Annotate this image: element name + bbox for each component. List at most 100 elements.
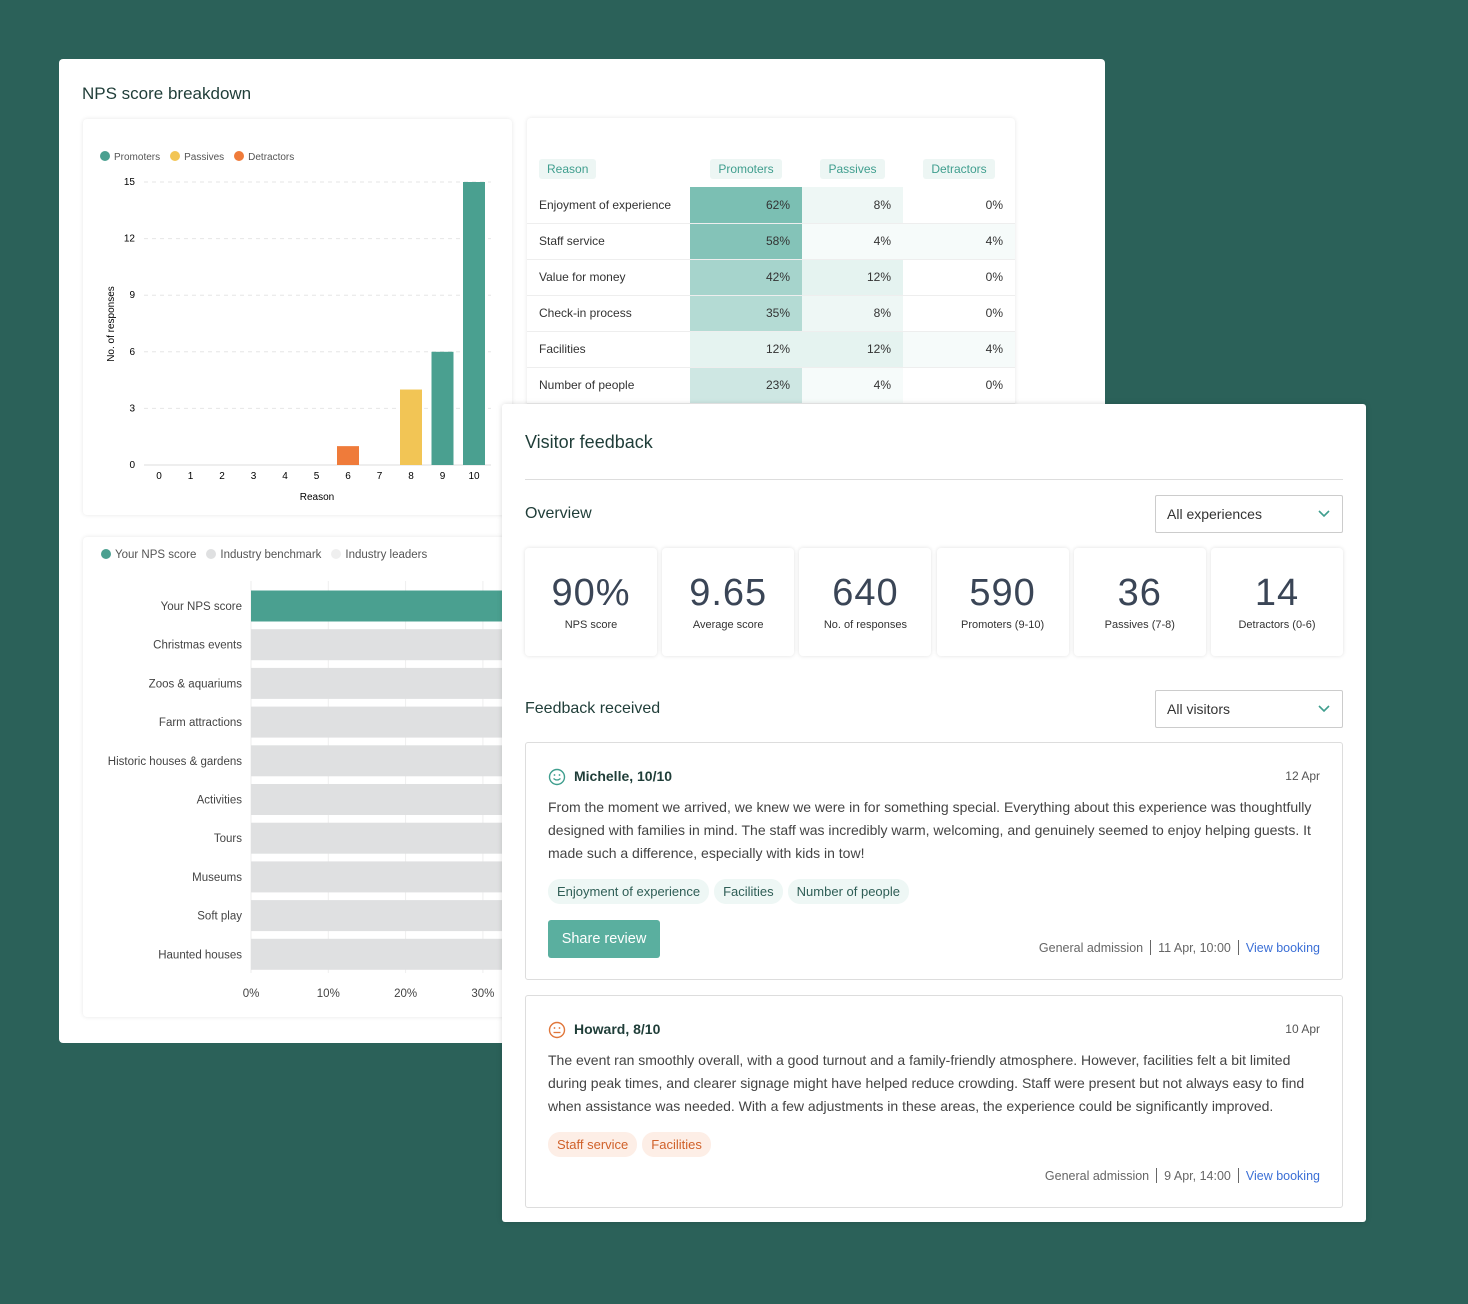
reason-cell: Check-in process xyxy=(527,295,690,332)
value-cell: 4% xyxy=(802,223,903,260)
review-tags: Enjoyment of experience Facilities Number … xyxy=(548,879,914,904)
view-booking-link[interactable]: View booking xyxy=(1245,1169,1320,1183)
table-row: Staff service 58% 4% 4% xyxy=(527,223,1015,260)
x-tick-label: 10 xyxy=(468,471,480,482)
table-row: Number of people 23% 4% 0% xyxy=(527,367,1015,404)
y-tick-label: 12 xyxy=(124,234,136,245)
category-label: Activities xyxy=(197,795,243,807)
tag-chip: Number of people xyxy=(787,879,910,904)
column-header[interactable]: Detractors xyxy=(923,158,995,179)
kpi-label: Average score xyxy=(692,619,764,631)
review-date: 10 Apr xyxy=(1285,1022,1320,1036)
category-label: Haunted houses xyxy=(158,949,242,961)
kpi-card: 9.65 Average score xyxy=(662,548,795,656)
overview-title: Overview xyxy=(525,505,592,522)
x-tick-label: 2 xyxy=(219,471,225,482)
x-tick-label: 5 xyxy=(314,471,320,482)
x-tick-label: 0 xyxy=(156,471,162,482)
column-header[interactable]: Promoters xyxy=(710,158,782,179)
x-tick-label: 10% xyxy=(317,988,340,1000)
category-label: Soft play xyxy=(197,911,242,923)
benchmark-legend: Your NPS score Industry benchmark Industry… xyxy=(101,549,427,561)
review-date: 12 Apr xyxy=(1285,769,1320,783)
reason-cell: Enjoyment of experience xyxy=(527,187,690,224)
reason-table-panel: Reason Promoters Passives Detractors Enjoyme… xyxy=(527,118,1015,408)
legend-item: Passives xyxy=(170,151,224,163)
view-booking-link[interactable]: View booking xyxy=(1245,941,1320,955)
chart-legend: Promoters Passives Detractors xyxy=(100,151,294,163)
kpi-label: Detractors (0-6) xyxy=(1238,619,1316,631)
feedback-item: Michelle, 10/10 12 Apr From the moment w… xyxy=(525,742,1343,980)
legend-dot xyxy=(331,549,342,559)
value-cell: 42% xyxy=(690,259,802,296)
share-review-button[interactable]: Share review xyxy=(548,920,660,958)
bar-christmas-events xyxy=(251,629,512,661)
score-distribution-panel: Promoters Passives Detractors 0 3 6 9 12 15 0 1 2 3… xyxy=(83,119,512,515)
bar-soft-play xyxy=(251,900,512,932)
x-tick-label: 30% xyxy=(471,988,494,1000)
value-cell: 0% xyxy=(903,295,1015,332)
visitor-select[interactable]: All visitors xyxy=(1155,690,1343,728)
column-header[interactable]: Reason xyxy=(539,158,597,179)
bar-tours xyxy=(251,822,512,854)
bar-detractors-6 xyxy=(337,446,359,465)
x-tick-label: 1 xyxy=(188,471,194,482)
value-cell: 62% xyxy=(690,187,802,224)
kpi-value: 90% xyxy=(551,572,631,614)
y-tick-label: 0 xyxy=(129,460,135,471)
chevron-down-icon xyxy=(1318,510,1330,518)
legend-item: Industry benchmark xyxy=(206,549,321,561)
kpi-value: 640 xyxy=(832,572,899,614)
x-tick-label: 7 xyxy=(377,471,383,482)
kpi-value: 36 xyxy=(1117,572,1162,614)
divider xyxy=(525,479,1343,480)
value-cell: 12% xyxy=(802,259,903,296)
chevron-down-icon xyxy=(1318,705,1330,713)
review-tags: Staff service Facilities xyxy=(548,1132,716,1157)
kpi-card: 90% NPS score xyxy=(525,548,657,656)
tag-chip: Enjoyment of experience xyxy=(548,879,710,904)
column-header[interactable]: Passives xyxy=(820,158,885,179)
value-cell: 23% xyxy=(690,367,802,404)
benchmark-panel: Your NPS score Industry benchmark Industry… xyxy=(83,537,512,1017)
legend-label: Promoters xyxy=(114,152,161,163)
legend-label: Passives xyxy=(184,152,225,163)
bar-promoters-9 xyxy=(431,351,454,465)
booking-meta: General admission 11 Apr, 10:00 View booki… xyxy=(1039,940,1320,955)
value-cell: 35% xyxy=(690,295,802,332)
x-tick-label: 9 xyxy=(440,471,446,482)
value-cell: 0% xyxy=(903,259,1015,296)
benchmark-chart: 0% 10% 20% 30% Your NPS score Christmas event… xyxy=(108,581,512,1000)
value-cell: 4% xyxy=(903,331,1015,368)
value-cell: 4% xyxy=(802,367,903,404)
legend-dot xyxy=(100,151,110,161)
x-tick-label: 4 xyxy=(282,471,288,482)
feedback-title: Visitor feedback xyxy=(525,432,653,452)
y-tick-label: 6 xyxy=(129,347,135,358)
category-label: Zoos & aquariums xyxy=(149,678,243,690)
smiley-happy-icon xyxy=(548,768,566,786)
page-title: NPS score breakdown xyxy=(82,84,252,103)
y-tick-label: 3 xyxy=(129,403,135,414)
value-cell: 0% xyxy=(903,187,1015,224)
kpi-label: Passives (7-8) xyxy=(1104,619,1175,631)
table-row: Facilities 12% 12% 4% xyxy=(527,331,1015,368)
experience-select[interactable]: All experiences xyxy=(1155,495,1343,533)
legend-dot xyxy=(170,151,181,161)
value-cell: 0% xyxy=(903,367,1015,404)
category-label: Tours xyxy=(214,833,242,845)
feedback-received-title: Feedback received xyxy=(525,700,661,717)
table-row: Value for money 42% 12% 0% xyxy=(527,259,1015,296)
category-label: Historic houses & gardens xyxy=(108,756,242,768)
visitor-select-value: All visitors xyxy=(1167,701,1231,717)
kpi-value: 14 xyxy=(1254,572,1300,614)
legend-dot xyxy=(206,549,217,559)
bar-zoos-aquariums xyxy=(251,667,512,699)
bar-museums xyxy=(251,861,512,893)
reviewer-name: Michelle, 10/10 xyxy=(574,768,673,784)
x-axis-label: Reason xyxy=(300,492,334,503)
reason-cell: Number of people xyxy=(527,367,690,404)
x-tick-label: 0% xyxy=(243,988,260,1000)
legend-item: Industry leaders xyxy=(331,549,427,561)
